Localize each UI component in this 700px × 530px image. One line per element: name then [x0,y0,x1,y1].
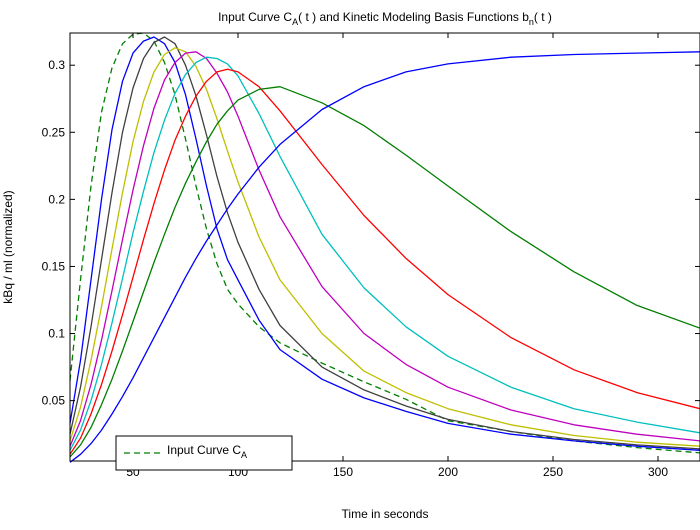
y-tick-label: 0.05 [42,394,66,408]
series-line-3 [69,47,700,447]
plot-frame [69,32,700,462]
series-line-8 [69,51,700,463]
x-axis-label: Time in seconds [342,507,429,521]
series-line-1 [69,36,700,451]
series-line-0 [69,32,700,454]
y-tick-label: 0.25 [42,125,66,139]
x-tick-label: 250 [543,465,563,479]
series-line-4 [69,51,700,447]
y-tick-label: 0.2 [48,192,65,206]
legend-label: Input Curve CA [167,443,247,460]
series-line-2 [69,36,700,450]
y-tick-label: 0.1 [48,327,65,341]
y-tick-label: 0.3 [48,58,65,72]
legend-box [115,435,293,471]
chart-title: Input Curve CA( t ) and Kinetic Modeling… [218,10,552,27]
legend: Input Curve CA [115,435,293,471]
y-tick-label: 0.15 [42,259,66,273]
series-line-6 [69,68,700,455]
series-layer [69,32,700,463]
x-tick-label: 150 [333,465,353,479]
x-tick-label: 200 [438,465,458,479]
y-axis-label: kBq / ml (normalized) [1,190,15,303]
x-tick-label: 300 [648,465,668,479]
series-line-5 [69,56,700,451]
series-line-7 [69,86,700,458]
